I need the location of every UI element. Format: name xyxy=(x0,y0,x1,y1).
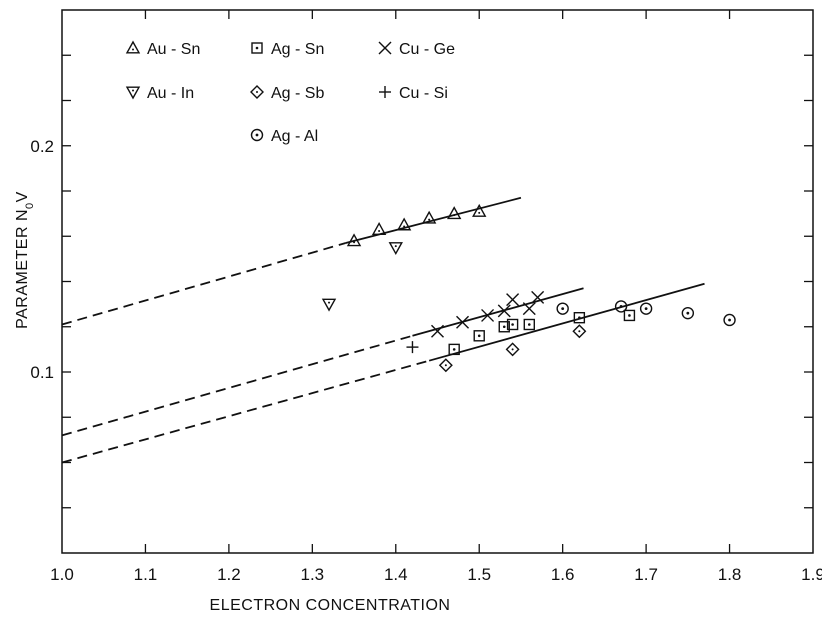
x-axis: 1.0 1.1 1.2 1.3 1.4 1.5 1.6 1.7 1.8 1.9 xyxy=(50,10,822,584)
legend-marker-ag-sb xyxy=(250,85,264,99)
legend-marker-ag-sn xyxy=(251,42,263,54)
point-ag-sn xyxy=(523,318,535,331)
legend: Au - Sn Au - In Ag - Sn Ag - Sb Ag - Al Cu - … xyxy=(125,40,455,145)
point-cu-ge xyxy=(531,290,545,304)
x-tick-label: 1.3 xyxy=(301,565,325,584)
point-cu-si xyxy=(406,341,419,354)
point-ag-al xyxy=(556,302,569,315)
point-ag-al xyxy=(639,302,653,315)
point-au-sn xyxy=(421,210,437,224)
point-cu-ge xyxy=(497,304,511,318)
legend-marker-au-sn xyxy=(125,40,141,54)
point-au-sn xyxy=(346,233,362,247)
x-tick-label: 1.2 xyxy=(217,565,241,584)
point-ag-sn xyxy=(506,318,519,331)
point-cu-ge xyxy=(431,324,444,338)
legend-label-ag-sn: Ag - Sn xyxy=(271,41,324,58)
point-ag-sb xyxy=(572,324,587,339)
x-axis-title: ELECTRON CONCENTRATION xyxy=(210,597,451,614)
x-tick-label: 1.5 xyxy=(467,565,491,584)
y-tick-label: 0.2 xyxy=(30,137,54,156)
x-tick-label: 1.4 xyxy=(384,565,408,584)
fit-line-1-extrapolated xyxy=(61,242,346,326)
x-tick-label: 1.8 xyxy=(718,565,742,584)
point-ag-sb xyxy=(438,358,453,373)
legend-label-ag-sb: Ag - Sb xyxy=(271,85,324,102)
y-axis-title-main: PARAMETER N xyxy=(14,209,31,329)
y-axis-title-tail: V xyxy=(14,191,31,202)
point-ag-sn xyxy=(448,343,460,356)
fit-line-2-extrapolated xyxy=(61,334,413,437)
point-ag-sn xyxy=(623,309,636,322)
x-tick-label: 1.9 xyxy=(801,565,822,584)
point-cu-ge xyxy=(506,293,520,307)
point-cu-ge xyxy=(481,308,495,322)
x-tick-label: 1.1 xyxy=(134,565,158,584)
point-au-sn xyxy=(446,206,462,220)
point-ag-al xyxy=(723,313,736,327)
fit-lines xyxy=(61,196,705,464)
point-au-sn xyxy=(396,217,412,231)
point-ag-sn xyxy=(573,312,586,324)
point-au-in xyxy=(321,298,337,312)
point-au-sn xyxy=(371,222,387,235)
point-ag-sn xyxy=(473,330,485,342)
legend-label-au-sn: Au - Sn xyxy=(147,41,200,58)
legend-label-cu-si: Cu - Si xyxy=(399,85,448,102)
point-ag-sn xyxy=(498,321,510,333)
legend-marker-ag-al xyxy=(250,128,264,142)
legend-label-au-in: Au - In xyxy=(147,85,194,102)
fit-line-3-extrapolated xyxy=(61,359,430,464)
point-ag-al xyxy=(681,306,695,320)
legend-label-cu-ge: Cu - Ge xyxy=(399,41,455,58)
point-cu-ge xyxy=(522,302,536,316)
legend-label-ag-al: Ag - Al xyxy=(271,128,318,145)
legend-marker-cu-si xyxy=(379,86,391,98)
y-axis: 0.1 0.2 xyxy=(30,54,813,509)
y-axis-title-sub: 0 xyxy=(24,202,36,209)
x-tick-label: 1.6 xyxy=(551,565,575,584)
y-tick-label: 0.1 xyxy=(30,363,54,382)
legend-marker-au-in xyxy=(125,86,141,100)
legend-marker-cu-ge xyxy=(378,41,392,55)
x-tick-label: 1.7 xyxy=(634,565,658,584)
point-cu-ge xyxy=(456,315,470,329)
data-points xyxy=(321,203,736,373)
point-au-sn xyxy=(472,203,487,217)
point-ag-al xyxy=(614,300,628,313)
fit-line-3 xyxy=(428,282,705,362)
x-tick-label: 1.0 xyxy=(50,565,74,584)
point-ag-sb xyxy=(505,342,520,357)
y-axis-title: PARAMETER N0V xyxy=(14,191,36,329)
point-au-in xyxy=(388,242,403,256)
